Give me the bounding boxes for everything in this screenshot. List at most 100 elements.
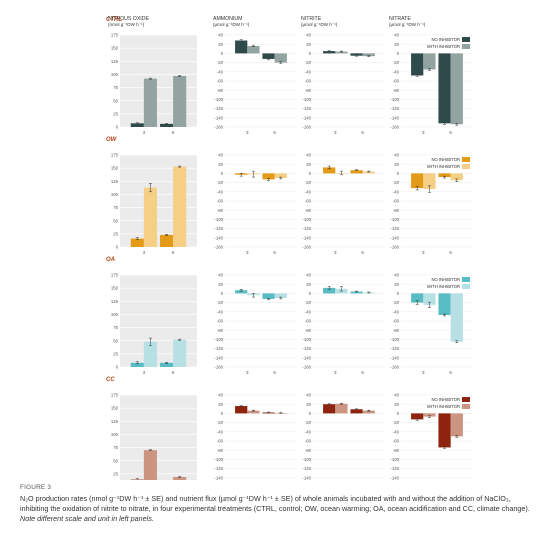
bar-ow-ammonium-with-6 <box>274 173 287 178</box>
y-tick-label-ow-ammonium: 40 <box>218 153 223 158</box>
legend-label-ctrl-no: NO INHIBITOR <box>431 37 460 42</box>
y-tick-label-ow-nitrite: -100 <box>302 217 311 222</box>
y-tick-label-ctrl-nitrate: -100 <box>390 97 399 102</box>
y-tick-label-cc-n2o: 50 <box>113 458 118 463</box>
y-tick-label-ow-n2o: 25 <box>113 231 118 236</box>
x-tick-label-oa-nitrate: 6 <box>449 370 452 375</box>
y-tick-label-cc-ammonium: -120 <box>214 466 223 471</box>
column-unit-ammonium: (µmol g⁻¹DW h⁻¹) <box>213 22 250 27</box>
y-tick-label-ctrl-nitrate: -160 <box>390 125 399 130</box>
y-tick-label-oa-ammonium: -120 <box>214 346 223 351</box>
y-tick-label-ow-nitrite: 0 <box>309 171 312 176</box>
bar-oa-n2o-with-6 <box>173 339 187 367</box>
y-tick-label-ctrl-ammonium: 20 <box>218 42 223 47</box>
y-tick-label-oa-nitrite: -140 <box>302 355 311 360</box>
y-tick-label-ctrl-n2o: 25 <box>113 111 118 116</box>
y-tick-label-cc-nitrate: 0 <box>397 411 400 416</box>
y-tick-label-oa-nitrate: -40 <box>393 309 400 314</box>
y-tick-label-ow-n2o: 75 <box>113 205 118 210</box>
y-tick-label-ctrl-ammonium: -140 <box>214 115 223 120</box>
y-tick-label-ctrl-nitrite: -60 <box>305 79 312 84</box>
y-tick-label-ow-nitrite: -140 <box>302 235 311 240</box>
bar-cc-ammonium-with-3 <box>247 410 260 414</box>
column-unit-nitrite: (µmol g⁻¹DW h⁻¹) <box>301 22 338 27</box>
bar-cc-nitrate-with-6 <box>450 413 463 437</box>
y-tick-label-cc-n2o: 175 <box>111 393 119 398</box>
y-tick-label-ow-nitrite: -40 <box>305 189 312 194</box>
y-tick-label-ow-nitrate: -160 <box>390 245 399 250</box>
column-title-nitrite: NITRITE <box>301 16 322 22</box>
bar-ow-n2o-with-3 <box>143 187 157 247</box>
legend-swatch-oa-with <box>462 284 470 289</box>
bar-ow-n2o-with-6 <box>173 166 187 247</box>
bar-oa-n2o-no-6 <box>160 362 174 367</box>
bar-ow-n2o-no-6 <box>160 234 174 247</box>
x-tick-label-ctrl-ammonium: 6 <box>273 130 276 135</box>
bar-ctrl-nitrite-no-6 <box>350 53 363 56</box>
y-tick-label-ctrl-nitrate: 40 <box>394 33 399 38</box>
y-tick-label-ctrl-nitrite: -40 <box>305 69 312 74</box>
y-tick-label-cc-ammonium: -40 <box>217 429 224 434</box>
y-tick-label-ctrl-nitrite: -160 <box>302 125 311 130</box>
y-tick-label-cc-nitrite: -20 <box>305 420 312 425</box>
y-tick-label-ow-n2o: 175 <box>111 153 119 158</box>
y-tick-label-cc-ammonium: -60 <box>217 439 224 444</box>
y-tick-label-oa-nitrate: -80 <box>393 328 400 333</box>
y-tick-label-oa-ammonium: -160 <box>214 365 223 370</box>
x-tick-label-oa-ammonium: 6 <box>273 370 276 375</box>
x-tick-label-ctrl-ammonium: 3 <box>246 130 249 135</box>
x-tick-label-oa-nitrite: 3 <box>334 370 337 375</box>
y-tick-label-cc-nitrate: 40 <box>394 393 399 398</box>
y-tick-label-cc-ammonium: 0 <box>221 411 224 416</box>
x-tick-label-ow-nitrate: 6 <box>449 250 452 255</box>
legend-label-cc-with: WITH INHIBITOR <box>427 404 460 409</box>
bar-ow-nitrate-no-3 <box>411 173 424 189</box>
y-tick-label-ow-nitrite: -60 <box>305 199 312 204</box>
y-tick-label-oa-ammonium: -40 <box>217 309 224 314</box>
y-tick-label-oa-ammonium: -60 <box>217 319 224 324</box>
y-tick-label-ctrl-nitrate: -60 <box>393 79 400 84</box>
y-tick-label-ow-ammonium: -60 <box>217 199 224 204</box>
bar-cc-nitrite-with-3 <box>335 403 348 414</box>
y-tick-label-ctrl-n2o: 125 <box>111 59 119 64</box>
y-tick-label-cc-nitrite: -120 <box>302 466 311 471</box>
y-tick-label-ow-nitrite: -160 <box>302 245 311 250</box>
y-tick-label-cc-nitrite: -80 <box>305 448 312 453</box>
y-tick-label-ow-n2o: 50 <box>113 218 118 223</box>
y-tick-label-ctrl-nitrite: 0 <box>309 51 312 56</box>
legend-swatch-cc-with <box>462 404 470 409</box>
y-tick-label-ow-nitrite: 20 <box>306 162 311 167</box>
bar-ctrl-n2o-no-6 <box>160 123 174 127</box>
y-tick-label-ow-nitrate: 20 <box>394 162 399 167</box>
y-tick-label-cc-ammonium: 20 <box>218 402 223 407</box>
x-tick-label-ow-nitrite: 6 <box>361 250 364 255</box>
y-tick-label-oa-n2o: 50 <box>113 338 118 343</box>
y-tick-label-ctrl-nitrite: 20 <box>306 42 311 47</box>
legend-label-oa-no: NO INHIBITOR <box>431 277 460 282</box>
caption-main: N₂O production rates (nmol g⁻¹DW h⁻¹ ± S… <box>20 494 530 513</box>
y-tick-label-oa-n2o: 175 <box>111 273 119 278</box>
x-tick-label-oa-n2o: 3 <box>143 370 146 375</box>
y-tick-label-oa-nitrate: -140 <box>390 355 399 360</box>
y-tick-label-cc-n2o: 25 <box>113 471 118 476</box>
y-tick-label-oa-nitrite: -20 <box>305 300 312 305</box>
y-tick-label-ctrl-nitrate: -20 <box>393 60 400 65</box>
bar-ctrl-nitrate-no-6 <box>438 53 451 124</box>
y-tick-label-ow-nitrite: -80 <box>305 208 312 213</box>
y-tick-label-cc-n2o: 125 <box>111 419 119 424</box>
y-tick-label-ow-nitrate: -100 <box>390 217 399 222</box>
y-tick-label-ctrl-nitrite: -100 <box>302 97 311 102</box>
y-tick-label-cc-nitrite: -40 <box>305 429 312 434</box>
bar-ow-nitrite-with-6 <box>362 171 375 174</box>
legend-swatch-oa-no <box>462 277 470 282</box>
bar-ctrl-nitrite-with-6 <box>362 53 375 57</box>
y-tick-label-oa-nitrite: -100 <box>302 337 311 342</box>
legend-swatch-ctrl-with <box>462 44 470 49</box>
row-label-ow: OW <box>106 137 118 143</box>
y-tick-label-oa-ammonium: -100 <box>214 337 223 342</box>
bar-ctrl-nitrate-with-6 <box>450 53 463 125</box>
bar-cc-ammonium-no-3 <box>235 406 248 414</box>
figure-3-chart-grid: CTRL OW OA CC NITROUS OXIDE(nmol g⁻¹DW h⁻¹) A… <box>106 16 473 480</box>
y-tick-label-ow-nitrate: -80 <box>393 208 400 213</box>
y-tick-label-ctrl-n2o: 75 <box>113 85 118 90</box>
